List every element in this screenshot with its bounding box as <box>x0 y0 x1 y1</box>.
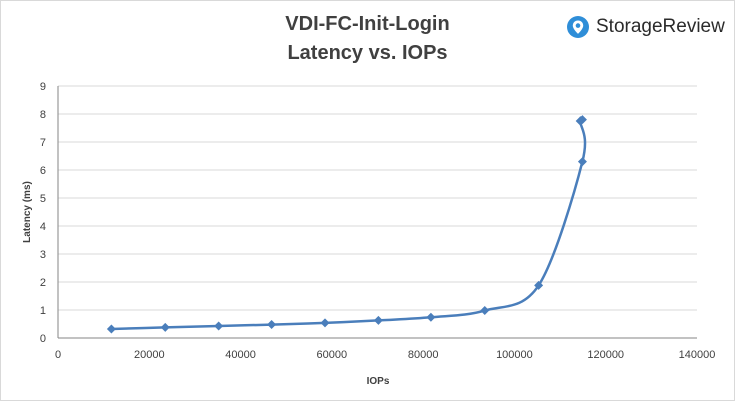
chart-subtitle: Latency vs. IOPs <box>287 42 448 64</box>
chart-title: VDI-FC-Init-Login <box>285 13 450 35</box>
series-line <box>111 116 587 331</box>
y-tick-label: 8 <box>40 109 46 121</box>
y-tick-label: 9 <box>40 81 46 93</box>
data-point-marker <box>160 322 170 332</box>
x-axis-label: IOPs <box>367 376 390 387</box>
data-point-marker <box>214 321 224 331</box>
x-tick-label: 60000 <box>317 349 348 361</box>
y-axis-label: Latency (ms) <box>22 181 33 243</box>
tick-labels: 0 1 2 3 4 5 6 7 8 9 0 20000 40000 60000 80000 100000 120… <box>40 81 715 361</box>
y-tick-label: 2 <box>40 277 46 289</box>
brand-logo: StorageReview <box>566 14 725 40</box>
grid-lines <box>58 85 697 311</box>
brand-logo-text: StorageReview <box>596 16 725 37</box>
x-tick-label: 80000 <box>408 349 439 361</box>
brand-logo-icon <box>567 16 589 38</box>
y-tick-label: 6 <box>40 165 46 177</box>
y-tick-label: 4 <box>40 221 46 233</box>
x-tick-label: 20000 <box>134 349 165 361</box>
x-tick-label: 40000 <box>225 349 256 361</box>
data-point-marker <box>373 315 383 325</box>
data-point-marker <box>320 318 330 328</box>
y-tick-label: 5 <box>40 193 46 205</box>
data-point-marker <box>577 115 587 125</box>
x-tick-label: 0 <box>55 349 61 361</box>
data-point-marker <box>577 157 587 167</box>
y-tick-label: 1 <box>40 305 46 317</box>
data-point-marker <box>426 312 436 322</box>
series-markers <box>106 115 587 334</box>
data-point-marker <box>106 324 116 334</box>
y-tick-label: 0 <box>40 333 46 345</box>
x-tick-label: 100000 <box>496 349 533 361</box>
y-tick-label: 7 <box>40 137 46 149</box>
data-point-marker <box>267 320 277 330</box>
x-tick-label: 120000 <box>587 349 624 361</box>
y-tick-label: 3 <box>40 249 46 261</box>
data-point-marker <box>534 280 544 290</box>
x-tick-label: 140000 <box>679 349 716 361</box>
data-point-marker <box>480 306 490 316</box>
axes <box>57 86 697 339</box>
